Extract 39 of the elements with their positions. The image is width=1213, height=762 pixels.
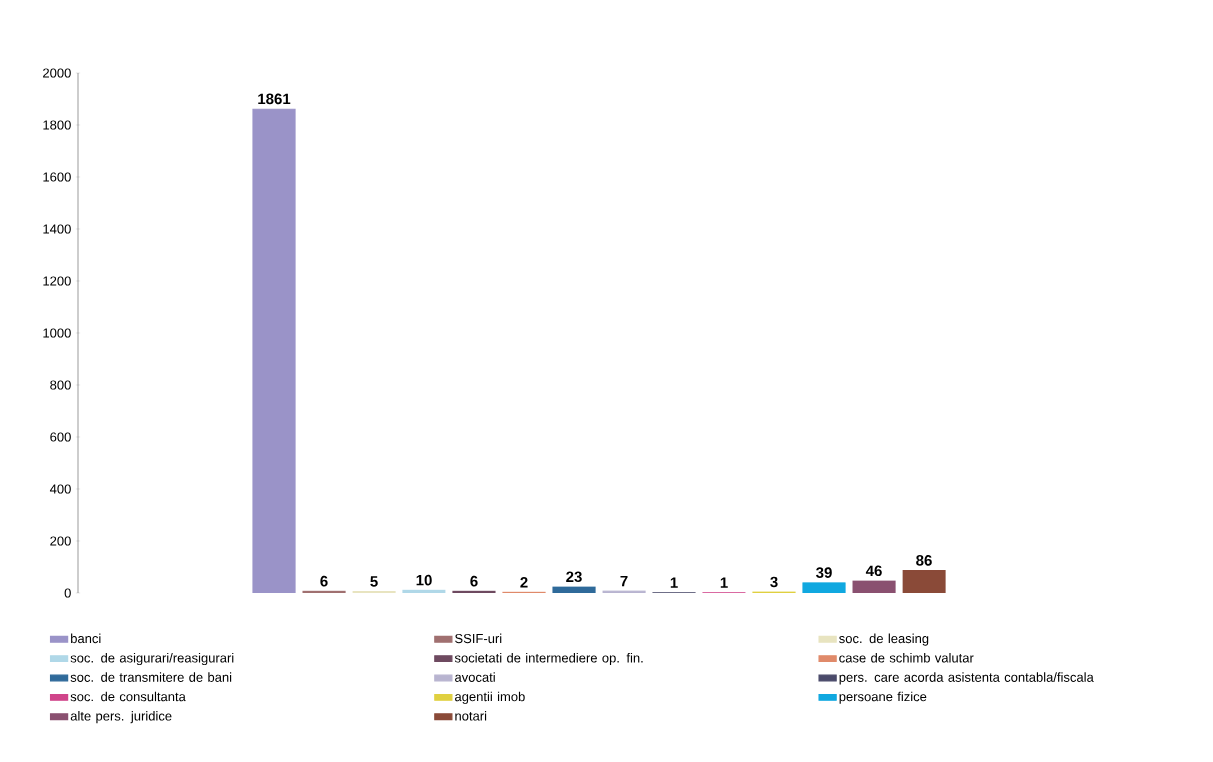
y-tick-label: 1200 — [43, 276, 71, 286]
y-tick-label: 400 — [49, 484, 71, 494]
y-tick-label: 2000 — [43, 68, 71, 78]
legend-label: case de schimb valutar — [839, 652, 974, 663]
data-label: 39 — [816, 567, 832, 578]
y-tick-label: 200 — [50, 536, 71, 546]
y-tick-label: 0 — [64, 588, 71, 598]
data-label: 2 — [520, 577, 528, 588]
y-tick-label: 1800 — [43, 120, 71, 130]
data-label: 23 — [566, 571, 582, 583]
data-label: 1861 — [258, 93, 291, 105]
data-label: 5 — [370, 576, 378, 587]
data-label: 86 — [916, 555, 932, 566]
legend-label: avocati — [455, 672, 495, 682]
data-label: 1 — [670, 577, 678, 588]
data-label: 7 — [620, 575, 628, 587]
y-tick-label: 1000 — [43, 328, 71, 338]
legend-label: soc. de consultanta — [70, 691, 186, 702]
y-tick-label: 800 — [50, 380, 71, 390]
legend-label: soc. de transmitere de bani — [70, 672, 232, 682]
legend-label: agentii imob — [455, 691, 525, 704]
data-label: 3 — [770, 576, 778, 588]
data-label: 46 — [865, 565, 882, 577]
legend-label: soc. de asigurari/reasigurari — [70, 652, 234, 666]
data-label: 10 — [416, 574, 432, 586]
data-label: 6 — [320, 575, 328, 587]
legend-label: alte pers. juridice — [70, 711, 172, 724]
y-tick-label: 1600 — [43, 172, 71, 182]
legend-label: persoane fizice — [839, 691, 927, 704]
y-tick-label: 1400 — [43, 224, 71, 234]
legend-label: societati de intermediere op. fin. — [454, 652, 643, 666]
y-tick-label: 600 — [50, 432, 71, 442]
data-label: 6 — [470, 575, 478, 587]
legend-label: pers. care acorda asistenta contabla/fiscala — [839, 672, 1094, 685]
legend-label: banci — [71, 633, 101, 644]
legend-label: notari — [455, 711, 487, 721]
legend-label: soc. de leasing — [839, 633, 929, 646]
data-label: 1 — [720, 577, 728, 588]
legend-label: SSIF-uri — [455, 633, 502, 644]
